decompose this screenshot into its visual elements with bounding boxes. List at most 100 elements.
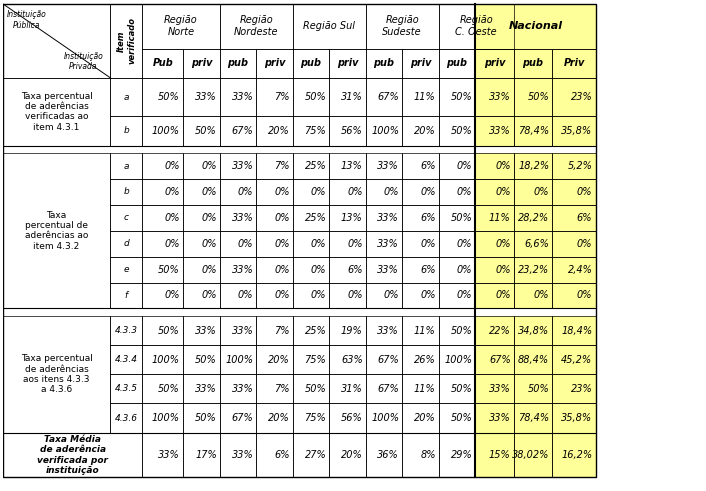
Bar bbox=[256, 49, 293, 78]
Text: 100%: 100% bbox=[225, 355, 253, 365]
Bar bbox=[475, 374, 514, 404]
Bar bbox=[256, 179, 293, 205]
Bar bbox=[438, 205, 475, 231]
Bar bbox=[256, 257, 293, 282]
Bar bbox=[402, 374, 438, 404]
Bar bbox=[402, 116, 438, 145]
Bar bbox=[143, 205, 183, 231]
Bar bbox=[366, 205, 402, 231]
Bar bbox=[438, 78, 475, 116]
Text: 7%: 7% bbox=[274, 161, 289, 171]
Bar bbox=[329, 374, 366, 404]
Text: 15%: 15% bbox=[489, 450, 510, 460]
Text: 6%: 6% bbox=[347, 265, 363, 274]
Bar bbox=[402, 316, 438, 345]
Text: 27%: 27% bbox=[304, 450, 326, 460]
Text: 4.3.3: 4.3.3 bbox=[115, 326, 138, 335]
Bar bbox=[183, 282, 220, 308]
Text: 7%: 7% bbox=[274, 326, 289, 335]
Bar bbox=[293, 374, 329, 404]
Text: 0%: 0% bbox=[420, 291, 436, 300]
Bar bbox=[183, 404, 220, 433]
Bar bbox=[143, 316, 183, 345]
Text: 20%: 20% bbox=[268, 355, 289, 365]
Bar bbox=[329, 282, 366, 308]
Bar bbox=[3, 4, 596, 477]
Text: 100%: 100% bbox=[152, 413, 180, 423]
Bar bbox=[475, 257, 514, 282]
Bar bbox=[143, 231, 183, 257]
Bar bbox=[256, 116, 293, 145]
Bar bbox=[220, 49, 256, 78]
Bar bbox=[220, 282, 256, 308]
Bar bbox=[293, 404, 329, 433]
Bar bbox=[438, 116, 475, 145]
Text: 18,2%: 18,2% bbox=[518, 161, 549, 171]
Text: 67%: 67% bbox=[232, 413, 253, 423]
Bar bbox=[256, 282, 293, 308]
Bar bbox=[183, 316, 220, 345]
Text: 23%: 23% bbox=[570, 92, 592, 102]
Bar bbox=[329, 153, 366, 179]
Text: 33%: 33% bbox=[195, 326, 217, 335]
Bar bbox=[256, 116, 293, 145]
Text: pub: pub bbox=[522, 58, 544, 68]
Text: 50%: 50% bbox=[450, 126, 472, 136]
Bar bbox=[366, 345, 402, 374]
Text: 4.3.5: 4.3.5 bbox=[115, 384, 138, 393]
Text: 11%: 11% bbox=[414, 92, 436, 102]
Text: Taxa Média
de aderência
verificada por
instituição: Taxa Média de aderência verificada por i… bbox=[37, 435, 108, 475]
Bar bbox=[329, 316, 366, 345]
Text: 50%: 50% bbox=[450, 413, 472, 423]
Bar bbox=[110, 4, 143, 78]
Bar bbox=[110, 404, 143, 433]
Bar bbox=[514, 205, 552, 231]
Text: 33%: 33% bbox=[158, 450, 180, 460]
Bar bbox=[143, 4, 220, 49]
Bar bbox=[329, 78, 366, 116]
Text: 23%: 23% bbox=[570, 384, 592, 394]
Bar bbox=[438, 433, 475, 477]
Bar bbox=[475, 49, 514, 78]
Bar bbox=[143, 116, 183, 145]
Bar bbox=[475, 374, 514, 404]
Bar bbox=[329, 49, 366, 78]
Text: Taxa percentual
de aderências
aos itens 4.3.3
a 4.3.6: Taxa percentual de aderências aos itens … bbox=[20, 354, 92, 394]
Bar bbox=[514, 231, 552, 257]
Bar bbox=[329, 49, 366, 78]
Bar bbox=[475, 282, 514, 308]
Bar bbox=[143, 404, 183, 433]
Bar bbox=[293, 116, 329, 145]
Bar bbox=[329, 433, 366, 477]
Bar bbox=[220, 404, 256, 433]
Bar bbox=[110, 179, 143, 205]
Bar bbox=[438, 316, 475, 345]
Text: b: b bbox=[124, 188, 129, 196]
Text: 18,4%: 18,4% bbox=[561, 326, 592, 335]
Text: 34,8%: 34,8% bbox=[518, 326, 549, 335]
Text: pub: pub bbox=[301, 58, 321, 68]
Text: Instituição
Pública: Instituição Pública bbox=[6, 10, 47, 30]
Text: Região Sul: Região Sul bbox=[303, 21, 355, 31]
Bar bbox=[552, 153, 596, 179]
Bar bbox=[293, 78, 329, 116]
Bar bbox=[256, 374, 293, 404]
Bar bbox=[475, 205, 514, 231]
Bar bbox=[110, 153, 143, 179]
Bar bbox=[329, 404, 366, 433]
Text: 50%: 50% bbox=[450, 213, 472, 223]
Text: 28,2%: 28,2% bbox=[518, 213, 549, 223]
Bar bbox=[402, 78, 438, 116]
Bar bbox=[143, 153, 183, 179]
Bar bbox=[256, 404, 293, 433]
Bar bbox=[256, 316, 293, 345]
Bar bbox=[402, 345, 438, 374]
Bar bbox=[256, 78, 293, 116]
Text: 0%: 0% bbox=[577, 187, 592, 197]
Bar bbox=[256, 49, 293, 78]
Bar bbox=[293, 282, 329, 308]
Bar bbox=[402, 374, 438, 404]
Bar bbox=[366, 257, 402, 282]
Text: a: a bbox=[124, 92, 129, 102]
Bar bbox=[438, 153, 475, 179]
